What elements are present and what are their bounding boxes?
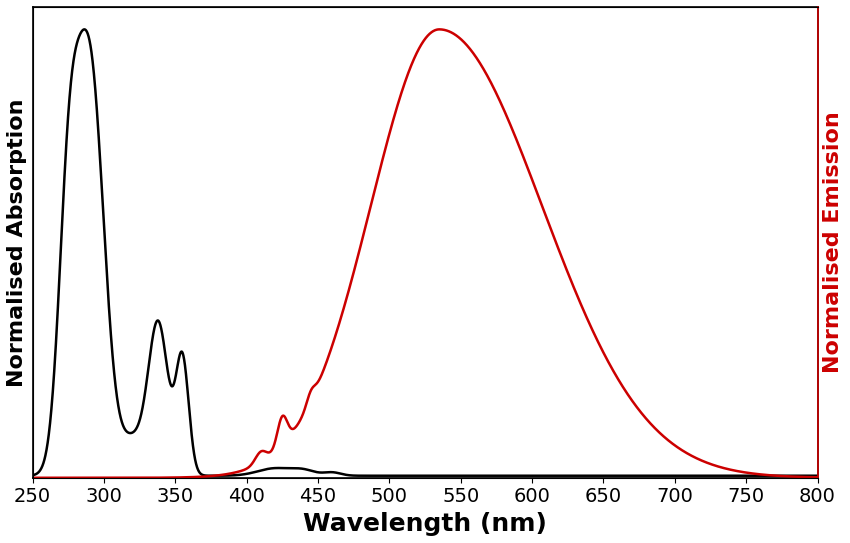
Y-axis label: Normalised Absorption: Normalised Absorption [7,98,27,387]
X-axis label: Wavelength (nm): Wavelength (nm) [303,512,547,536]
Y-axis label: Normalised Emission: Normalised Emission [823,111,843,373]
